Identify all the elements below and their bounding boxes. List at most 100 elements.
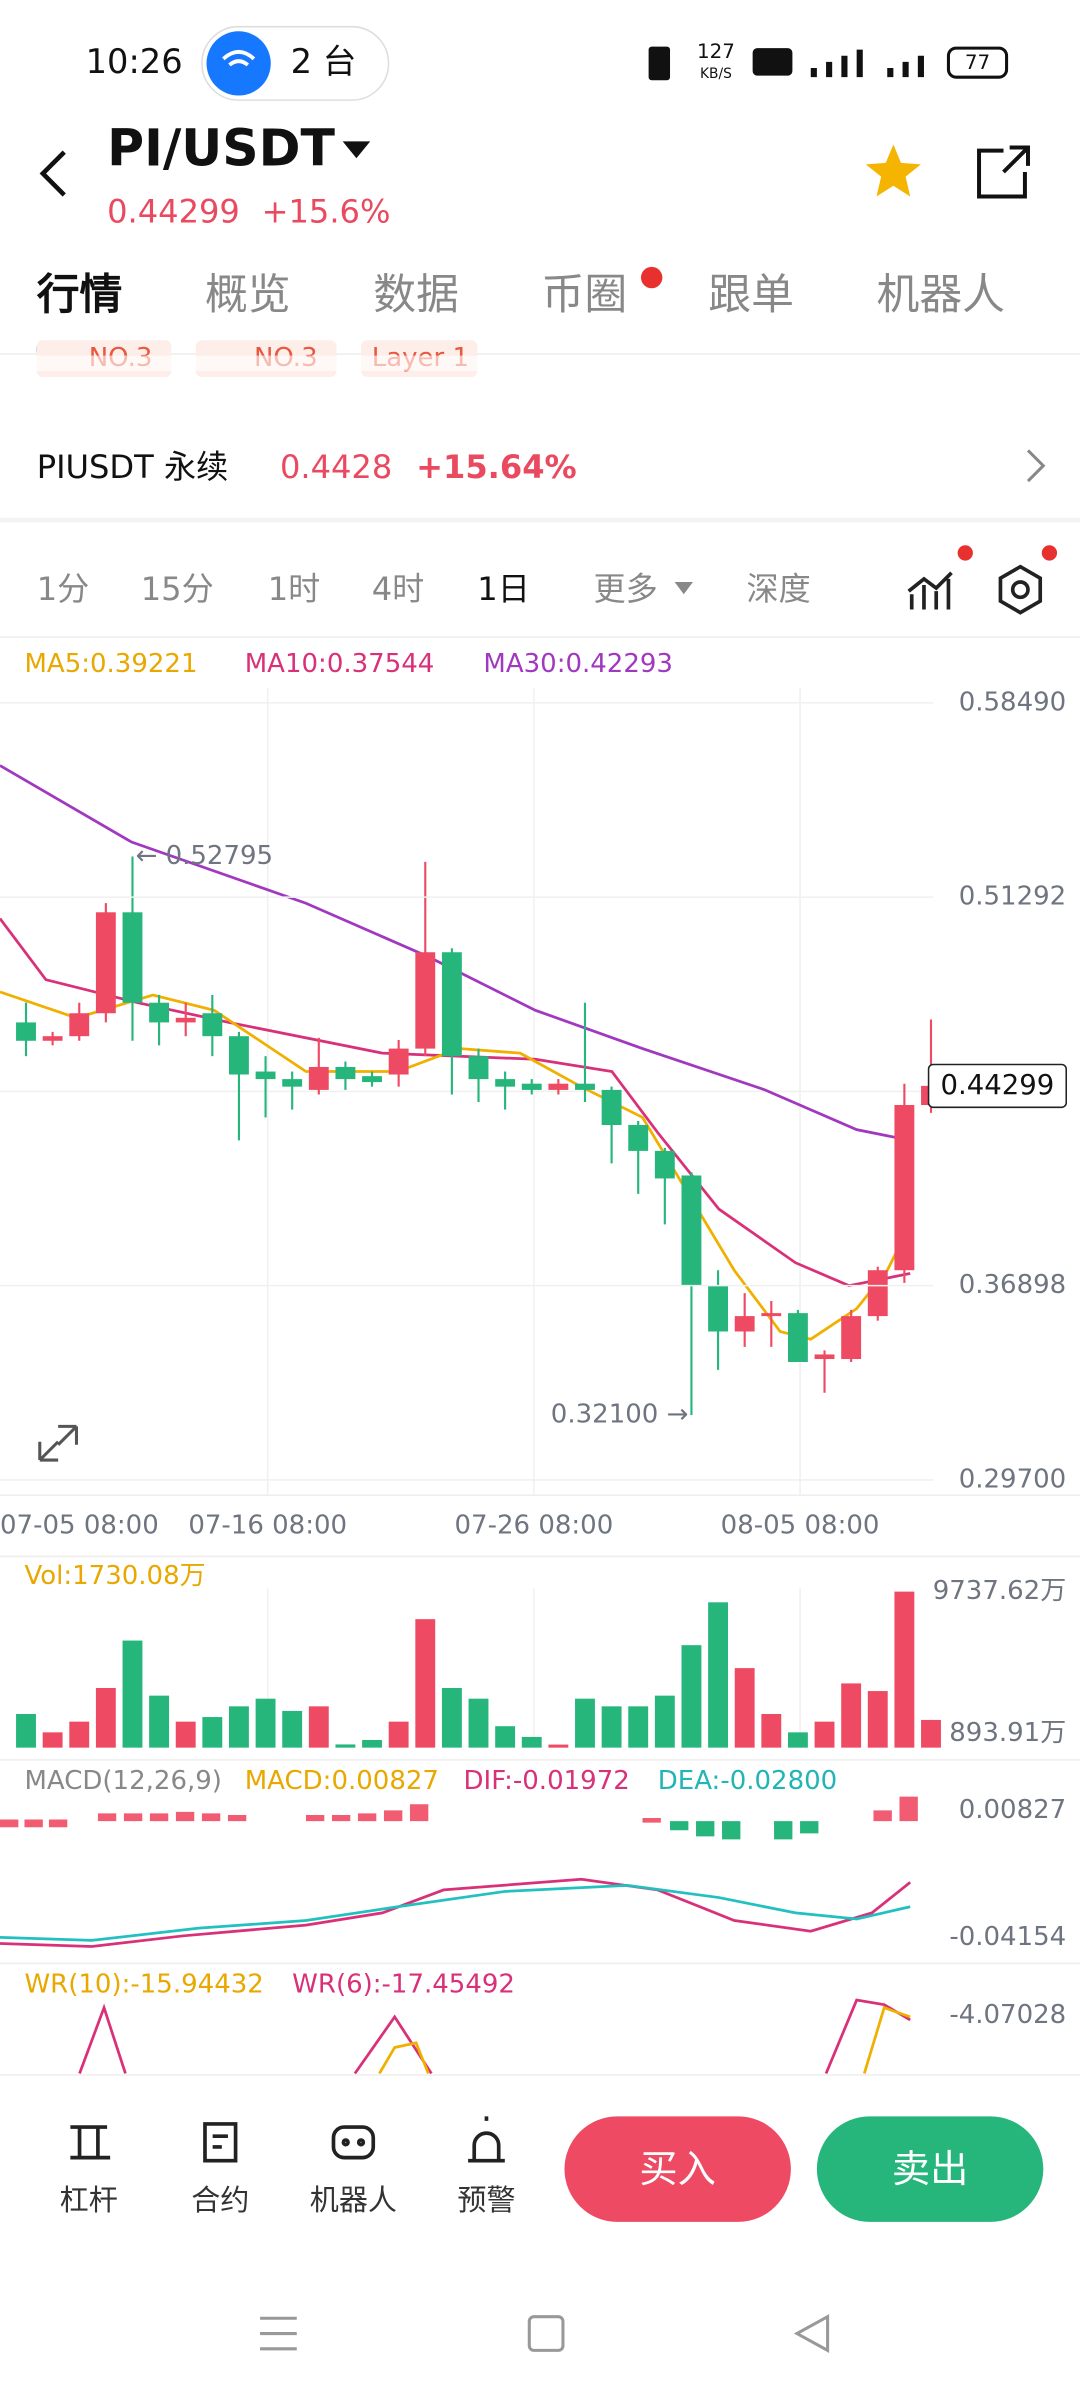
candle-body [42,1036,63,1041]
battery-level: 77 [965,51,990,74]
volume-bar [122,1640,143,1748]
share-button[interactable] [977,145,1030,199]
volume-bar [16,1713,36,1748]
candle-body [149,1002,170,1023]
candle-body [468,1056,489,1080]
menu-key[interactable] [260,2316,297,2351]
back-key[interactable] [793,2314,830,2353]
volume-bar [921,1719,941,1748]
back-button[interactable] [39,150,66,197]
tab[interactable]: 行情 [37,270,123,320]
volume-bar [229,1706,249,1748]
hotspot-icon [206,31,271,96]
sell-label: 卖出 [892,2148,968,2192]
settings-hole [1010,580,1030,600]
pair-dropdown[interactable] [342,141,371,159]
y-tick-label: 0.29700 [959,1464,1067,1494]
chevron[interactable] [1026,449,1046,483]
candle-body [255,1071,276,1080]
nav-item[interactable]: 杠杆 [60,2183,118,2217]
candle-body [841,1316,862,1360]
favorite-star[interactable] [865,144,921,197]
signal-icons [810,49,924,78]
volume-bar [415,1619,436,1748]
x-axis: 07-05 08:00 07-16 08:00 07-26 08:00 08-0… [0,1510,879,1540]
y-tick-label: 0.51292 [959,882,1067,912]
interval[interactable]: 1时 [268,570,321,608]
indicator-button[interactable] [907,571,953,610]
wifi-glyph [222,50,256,67]
nav-icons [70,2116,505,2163]
macd-label: MACD(12,26,9) [24,1766,221,1796]
volume-bar [149,1695,170,1748]
candle-body [867,1270,888,1317]
vibrate-icon [648,46,671,81]
tab[interactable]: 概览 [205,270,291,320]
notification-dot [640,266,663,289]
vertical-grid [266,687,801,1748]
ma30-line [0,764,911,1142]
candle-body [761,1313,782,1317]
candle-body [16,1022,36,1041]
candle-body [122,912,143,1003]
macd-axis-label: 0.00827 [959,1795,1067,1825]
sell-button[interactable] [816,2116,1044,2222]
notification-dot [1041,545,1058,561]
nav-item[interactable]: 合约 [191,2183,249,2217]
net-unit: KB/S [700,66,732,82]
tab[interactable]: 币圈 [542,270,628,320]
volume-bar [468,1698,489,1748]
perp-name[interactable]: PIUSDT 永续 [37,448,228,486]
volume-bar [335,1744,356,1748]
volume-bar [441,1687,462,1748]
tab[interactable]: 数据 [373,270,459,320]
nav-item[interactable]: 机器人 [310,2183,397,2217]
wr-label: WR(6):-17.45492 [292,1969,515,1999]
nav-item[interactable]: 预警 [457,2183,515,2217]
settings-button[interactable] [998,564,1043,615]
tab[interactable]: 跟单 [708,270,794,320]
candle-body [787,1313,808,1362]
candle-body [282,1079,303,1087]
volume-bar [575,1698,595,1748]
volume-bar [814,1721,835,1748]
dif-line [0,1877,912,1948]
price-annotation: ← 0.52795 [136,841,274,871]
tab[interactable]: 机器人 [877,270,1005,320]
y-tick-label: 0.36898 [959,1270,1067,1300]
candles [16,856,941,1416]
volume-bar [69,1721,90,1748]
candle-body [388,1048,409,1075]
ma10-line [0,917,911,1288]
volume-bar [362,1740,382,1748]
buy-button[interactable] [564,2116,791,2222]
x-tick-label: 07-05 08:00 [0,1510,159,1540]
interval[interactable]: 深度 [747,570,811,608]
tabs: 行情 概览 数据 币圈 跟单 机器人 [37,270,1005,320]
ma10-label: MA10:0.37544 [245,649,435,679]
candle-body [415,952,436,1049]
header-change: +15.6% [262,192,391,230]
wr-label: WR(10):-15.94432 [24,1969,263,1999]
interval[interactable]: 1分 [37,570,90,608]
price-annotation: 0.32100 → [551,1400,689,1430]
fade [0,355,1080,371]
x-tick-label: 08-05 08:00 [721,1510,880,1540]
fullscreen-button[interactable] [38,1424,79,1462]
pair-title[interactable]: PI/USDT [107,119,335,178]
last-price-label: 0.44299 [940,1069,1054,1101]
interval[interactable]: 更多 [594,570,658,608]
volume-bar [388,1721,409,1748]
hd-icon [752,48,793,76]
candle-body [601,1089,622,1125]
ma5-label: MA5:0.39221 [24,649,197,679]
dea-line [0,1883,911,1942]
volume-bar [894,1591,915,1748]
interval[interactable]: 15分 [141,570,214,608]
candle-body [734,1316,755,1332]
home-key[interactable] [527,2315,565,2352]
interval[interactable]: 1日 [477,570,530,608]
volume-label: Vol:1730.08万 [24,1561,205,1591]
interval[interactable]: 4时 [372,570,425,608]
